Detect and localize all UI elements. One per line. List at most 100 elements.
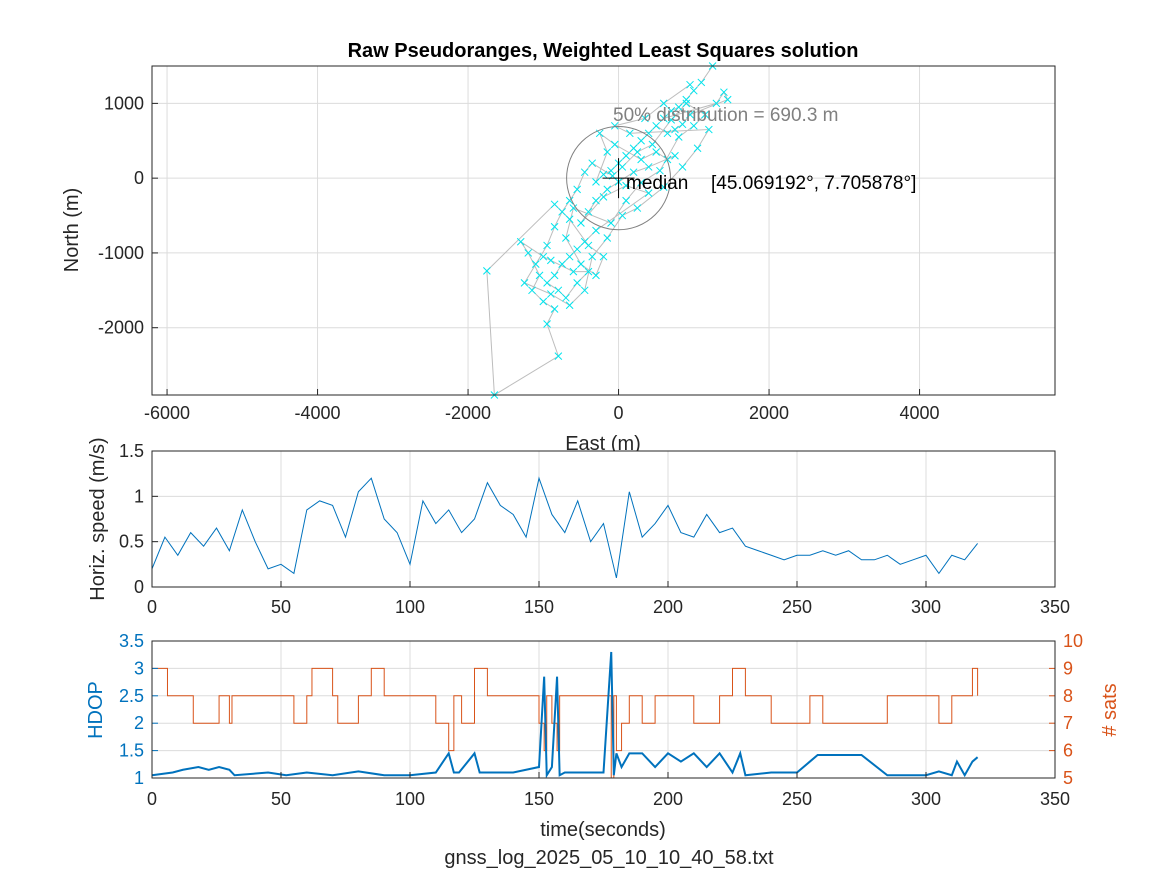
distribution-label: 50% distribution = 690.3 m <box>613 105 839 126</box>
y-tick-label: 0 <box>134 577 144 597</box>
position-marker <box>610 140 619 149</box>
position-marker <box>656 166 664 175</box>
y-tick-label: 1000 <box>104 93 144 113</box>
x-tick-label: -4000 <box>295 403 341 423</box>
position-marker <box>592 196 600 205</box>
y-tick-label: 1.5 <box>119 441 144 461</box>
y-tick-label: 1 <box>134 486 144 506</box>
speed-line <box>151 476 978 579</box>
position-marker <box>550 200 559 209</box>
position-marker <box>610 121 619 130</box>
position-marker <box>569 267 578 276</box>
distribution-circle <box>566 126 671 231</box>
position-marker <box>618 163 627 171</box>
position-marker <box>592 271 600 280</box>
position-marker <box>603 185 612 194</box>
x-tick-label: 0 <box>147 597 157 617</box>
y-tick-label: -1000 <box>98 243 144 263</box>
position-marker <box>528 286 536 295</box>
position-marker <box>667 115 676 124</box>
position-marker <box>686 110 694 119</box>
position-marker <box>483 267 491 275</box>
position-marker <box>663 129 672 138</box>
position-marker <box>565 215 574 224</box>
hdop-line <box>151 651 979 779</box>
position-marker <box>565 252 574 261</box>
position-marker <box>569 204 578 212</box>
position-marker <box>637 178 645 187</box>
position-marker <box>693 144 702 153</box>
position-marker <box>565 196 574 205</box>
x-tick-label: 100 <box>395 789 425 809</box>
position-marker <box>641 114 649 123</box>
hdop-sats-axes: 0 50 100 150 200 250 300 350 1 1.5 2 2.5 3 3.5 5 6 7 8 9 10… <box>85 631 1121 841</box>
x-tick-label: 200 <box>653 789 683 809</box>
position-marker <box>592 226 600 235</box>
position-marker <box>599 192 608 201</box>
position-marker <box>644 189 653 197</box>
x-tick-label: 350 <box>1040 789 1070 809</box>
position-marker <box>622 151 630 160</box>
position-marker <box>648 140 657 149</box>
position-marker <box>562 234 570 242</box>
position-marker <box>554 286 563 295</box>
position-marker <box>588 159 597 168</box>
position-marker <box>580 168 589 177</box>
position-marker <box>584 267 593 276</box>
position-marker <box>644 163 653 171</box>
position-marker <box>584 241 593 250</box>
position-marker <box>546 290 555 298</box>
position-marker <box>701 110 709 119</box>
position-marker <box>618 211 627 220</box>
position-marker <box>689 121 698 130</box>
position-marker <box>667 107 676 115</box>
position-marker <box>577 219 585 227</box>
scatter-title: Raw Pseudoranges, Weighted Least Squares… <box>348 40 859 62</box>
median-coords: [45.069192°, 7.705878°] <box>711 173 916 194</box>
position-marker <box>588 252 597 261</box>
position-marker <box>550 305 559 313</box>
position-marker <box>607 166 615 175</box>
position-marker <box>550 222 559 231</box>
position-marker <box>535 271 544 280</box>
median-label: median <box>626 173 688 194</box>
time-xlabel: time(seconds) <box>540 819 666 841</box>
y-right-tick-label: 10 <box>1063 631 1083 651</box>
x-tick-label: 350 <box>1040 597 1070 617</box>
y-tick-label: 3.5 <box>119 631 144 651</box>
position-marker <box>543 241 551 250</box>
position-marker <box>674 103 683 111</box>
position-marker <box>686 80 694 89</box>
position-marker <box>584 207 593 216</box>
y-right-tick-label: 8 <box>1063 686 1073 706</box>
position-marker <box>633 148 642 156</box>
x-tick-label: 300 <box>911 597 941 617</box>
hdop-ylabel: HDOP <box>85 681 107 739</box>
speed-ylabel: Horiz. speed (m/s) <box>87 437 109 600</box>
position-marker <box>531 260 540 269</box>
position-marker <box>689 86 698 95</box>
x-tick-label: 100 <box>395 597 425 617</box>
position-marker <box>573 245 582 254</box>
position-marker <box>712 99 721 108</box>
position-marker <box>671 125 679 134</box>
sats-ylabel: # sats <box>1099 683 1121 736</box>
position-marker <box>603 234 612 242</box>
position-marker <box>633 204 642 212</box>
x-tick-label: 250 <box>782 789 812 809</box>
x-tick-label: 0 <box>614 403 624 423</box>
y-right-tick-label: 5 <box>1063 768 1073 788</box>
y-tick-label: 3 <box>134 658 144 678</box>
position-marker <box>637 136 645 145</box>
position-marker <box>644 129 653 138</box>
position-marker <box>592 178 600 186</box>
position-marker <box>543 320 551 328</box>
position-marker <box>580 286 589 295</box>
position-marker <box>678 120 687 129</box>
y-right-tick-label: 9 <box>1063 658 1073 678</box>
position-marker <box>622 181 630 190</box>
position-marker <box>652 148 661 156</box>
x-tick-label: 4000 <box>900 403 940 423</box>
x-tick-label: 150 <box>524 789 554 809</box>
position-marker <box>539 297 548 306</box>
